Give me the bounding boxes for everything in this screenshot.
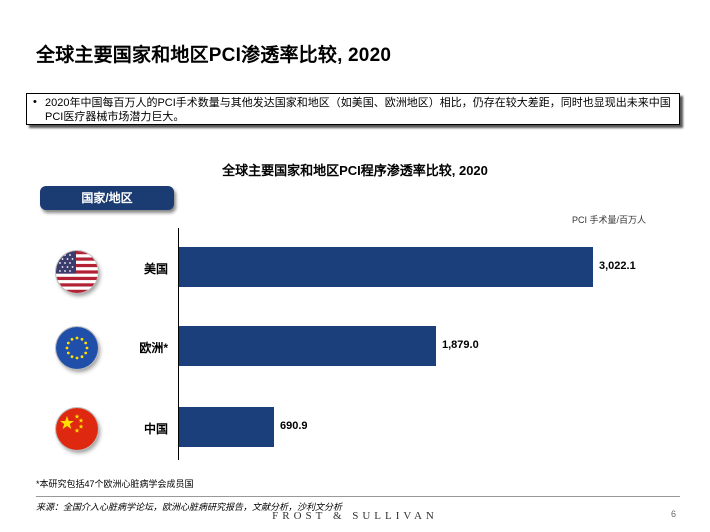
value-label-1: 1,879.0	[442, 339, 479, 351]
source-note: 来源：全国介入心脏病学论坛，欧洲心脏病研究报告，文献分析，沙利文分析	[36, 502, 343, 512]
bar-1	[179, 326, 436, 366]
page-title: 全球主要国家和地区PCI渗透率比较, 2020	[36, 45, 392, 66]
china-flag-icon	[56, 408, 98, 450]
brand-logo: FROST & SULLIVAN	[272, 510, 438, 522]
page-number: 6	[670, 509, 676, 519]
category-axis-line	[178, 228, 179, 460]
region-header: 国家/地区	[40, 186, 174, 210]
us-flag-icon	[56, 251, 98, 293]
chart-title: 全球主要国家和地区PCI程序渗透率比较, 2020	[222, 163, 488, 178]
bar-0	[179, 247, 593, 287]
category-label-1: 欧洲*	[139, 341, 168, 355]
unit-label: PCI 手术量/百万人	[572, 215, 647, 225]
category-label-2: 中国	[143, 422, 168, 436]
summary-box: • 2020年中国每百万人的PCI手术数量与其他发达国家和地区（如美国、欧洲地区…	[26, 93, 680, 125]
eu-flag-icon	[56, 327, 98, 369]
value-label-2: 690.9	[280, 420, 308, 432]
category-label-0: 美国	[143, 262, 168, 276]
footer-divider	[36, 496, 680, 497]
footnote: *本研究包括47个欧洲心脏病学会成员国	[36, 479, 194, 489]
summary-bullet: •	[33, 96, 37, 108]
value-label-0: 3,022.1	[599, 260, 636, 272]
summary-text: 2020年中国每百万人的PCI手术数量与其他发达国家和地区（如美国、欧洲地区）相…	[45, 97, 671, 123]
bar-2	[179, 407, 274, 447]
